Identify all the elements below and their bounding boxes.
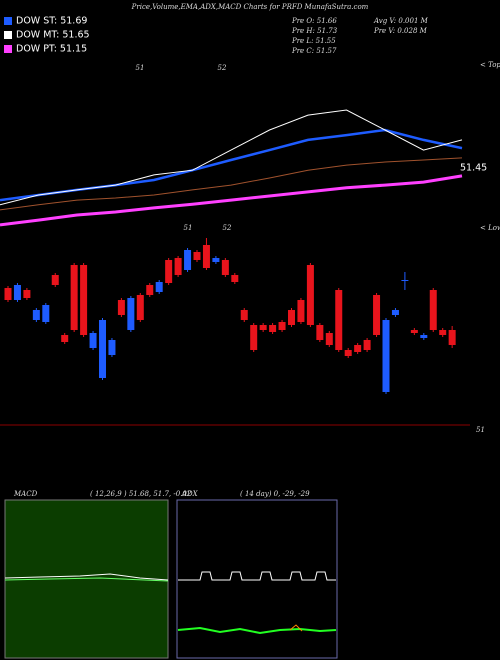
candle-body bbox=[89, 333, 97, 348]
legend-label: DOW ST: 51.69 bbox=[16, 16, 87, 27]
macd-title: MACD bbox=[13, 490, 38, 498]
candle-body bbox=[146, 285, 154, 295]
prev-high: Pre H: 51.73 bbox=[291, 27, 338, 35]
candle-body bbox=[61, 335, 69, 342]
candle-body bbox=[193, 252, 201, 260]
ema-line bbox=[0, 109, 463, 206]
candle-body bbox=[51, 275, 59, 285]
candle-body bbox=[354, 345, 362, 352]
candle-body bbox=[23, 290, 31, 298]
candle-body bbox=[240, 310, 248, 320]
candle-body bbox=[155, 282, 163, 292]
candle-body bbox=[117, 300, 125, 315]
candle-body bbox=[420, 335, 428, 338]
candle-body bbox=[136, 295, 144, 320]
candle-body bbox=[335, 290, 343, 350]
candle-body bbox=[174, 258, 182, 275]
candle-body bbox=[410, 330, 418, 333]
candle-body bbox=[316, 325, 324, 340]
legend-swatch bbox=[4, 31, 12, 39]
macd-signal bbox=[4, 577, 169, 582]
avg-volume: Avg V: 0.001 M bbox=[373, 17, 429, 25]
candle-body bbox=[127, 298, 135, 330]
candle-body bbox=[306, 265, 314, 325]
candle-body bbox=[259, 325, 267, 330]
candle-body bbox=[221, 260, 229, 275]
candle-body bbox=[250, 325, 258, 350]
prev-low: Pre L: 51.55 bbox=[291, 37, 336, 45]
candle-body bbox=[429, 290, 437, 330]
candle-body bbox=[165, 260, 173, 283]
adx-line bbox=[178, 571, 336, 581]
legend-swatch bbox=[4, 17, 12, 25]
candle-body bbox=[4, 288, 12, 300]
candle-body bbox=[13, 285, 21, 300]
macd-params: ( 12,26,9 ) 51.68, 51.7, -0.02 bbox=[90, 490, 192, 498]
candle-body bbox=[269, 325, 277, 332]
di-minus bbox=[289, 624, 303, 632]
candle-body bbox=[344, 350, 352, 356]
adx-title: ADX bbox=[181, 490, 199, 498]
prev-open: Pre O: 51.66 bbox=[291, 17, 337, 25]
candle-body bbox=[202, 245, 210, 268]
y-tick-label: 51 bbox=[476, 426, 485, 434]
candle-body bbox=[288, 310, 295, 325]
candle-body bbox=[231, 275, 239, 282]
adx-panel bbox=[176, 499, 338, 659]
candle-body bbox=[80, 265, 88, 335]
legend-label: DOW PT: 51.15 bbox=[16, 44, 87, 55]
candle-body bbox=[42, 305, 50, 322]
candle-body bbox=[99, 320, 106, 378]
annotation: 52 bbox=[218, 64, 227, 72]
lows-label: < Lows bbox=[480, 224, 500, 232]
candle-body bbox=[373, 295, 381, 335]
candle-body bbox=[297, 300, 305, 322]
macd-line bbox=[4, 573, 169, 581]
candle-body bbox=[325, 333, 333, 345]
candle-body bbox=[391, 310, 399, 315]
candle-body bbox=[108, 340, 116, 355]
ema-line bbox=[0, 174, 463, 227]
candle-body bbox=[184, 250, 192, 270]
ema-line bbox=[0, 128, 463, 202]
candle-body bbox=[448, 330, 456, 345]
candle-body bbox=[70, 265, 78, 330]
candle-body bbox=[278, 322, 286, 330]
candle-body bbox=[32, 310, 40, 320]
annotation: 51 bbox=[136, 64, 145, 72]
ema-line bbox=[0, 157, 463, 211]
adx-params: ( 14 day) 0, -29, -29 bbox=[240, 490, 310, 498]
legend-swatch bbox=[4, 45, 12, 53]
candle-body bbox=[382, 320, 390, 392]
prev-volume: Pre V: 0.028 M bbox=[373, 27, 428, 35]
page-title: Price,Volume,EMA,ADX,MACD Charts for PRF… bbox=[131, 3, 369, 11]
annotation: 51 bbox=[184, 224, 193, 232]
prev-close: Pre C: 51.57 bbox=[291, 47, 337, 55]
legend-label: DOW MT: 51.65 bbox=[16, 30, 90, 41]
candle-body bbox=[212, 258, 220, 262]
candle-body bbox=[401, 280, 409, 281]
dow-legend: DOW ST: 51.69 DOW MT: 51.65 DOW PT: 51.1… bbox=[4, 16, 90, 55]
candle-body bbox=[439, 330, 447, 335]
last-value-label: 51.45 bbox=[460, 163, 487, 174]
tops-label: < Tops bbox=[480, 61, 500, 69]
candle-body bbox=[363, 340, 371, 350]
di-line bbox=[177, 626, 337, 635]
annotation: 52 bbox=[223, 224, 232, 232]
